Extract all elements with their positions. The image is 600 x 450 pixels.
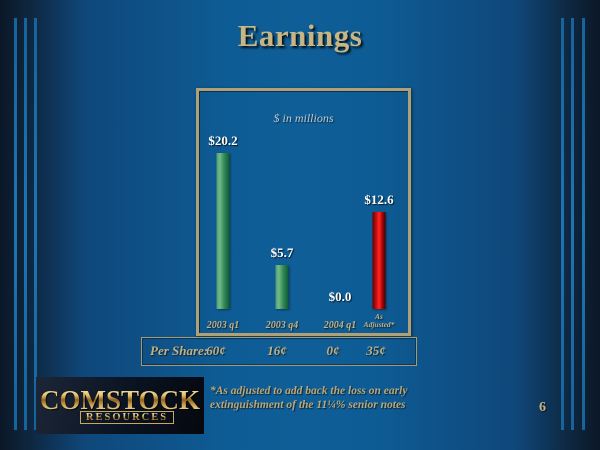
bar-column: $5.7 2003 q4 xyxy=(242,91,322,333)
bar-value-label: $12.6 xyxy=(364,192,394,207)
bar-value-label: $20.2 xyxy=(208,133,238,148)
edge-stripe xyxy=(24,18,27,430)
edge-stripe xyxy=(14,18,17,430)
per-share-value: 16¢ xyxy=(267,343,287,358)
category-label: As Adjusted* xyxy=(363,312,395,329)
logo-subtitle: RESOURCES xyxy=(79,411,175,424)
bar-column: $0.0 2004 q1 xyxy=(300,91,380,333)
chart-plot-area: $20.2 2003 q1 $5.7 2003 q4 $0.0 2004 q1 $12.6 A… xyxy=(199,91,408,333)
category-label: 2003 q1 xyxy=(206,320,240,331)
bar-column: $20.2 2003 q1 xyxy=(183,91,263,333)
per-share-value: 35¢ xyxy=(366,343,386,358)
earnings-bar-chart: $ in millions $20.2 2003 q1 $5.7 2003 q4 $0.… xyxy=(196,88,411,336)
category-label: 2003 q4 xyxy=(265,320,299,331)
per-share-label: Per Share: xyxy=(150,343,209,358)
footnote: *As adjusted to add back the loss on ear… xyxy=(210,385,408,411)
edge-stripe xyxy=(571,18,574,430)
edge-stripe xyxy=(34,18,37,430)
bar-as-adjusted- xyxy=(372,212,386,309)
edge-stripe xyxy=(582,18,585,430)
chart-units-note: $ in millions xyxy=(273,111,334,125)
bar-column: $12.6 As Adjusted* xyxy=(339,91,419,333)
category-label: 2004 q1 xyxy=(323,320,357,331)
per-share-value: 60¢ xyxy=(206,343,226,358)
bar-2003-q4 xyxy=(275,265,289,309)
bar-value-label: $0.0 xyxy=(328,289,352,304)
edge-stripe xyxy=(561,18,564,430)
logo-wordmark: COMSTOCK xyxy=(39,385,201,415)
bar-2003-q1 xyxy=(216,153,230,309)
slide-title: Earnings xyxy=(237,18,363,53)
per-share-value: 0¢ xyxy=(326,343,340,358)
per-share-strip: Per Share: 60¢ 16¢ 0¢ 35¢ xyxy=(141,337,417,366)
page-number: 6 xyxy=(539,400,546,415)
comstock-resources-logo: COMSTOCK RESOURCES xyxy=(36,377,204,434)
bar-value-label: $5.7 xyxy=(270,245,294,260)
